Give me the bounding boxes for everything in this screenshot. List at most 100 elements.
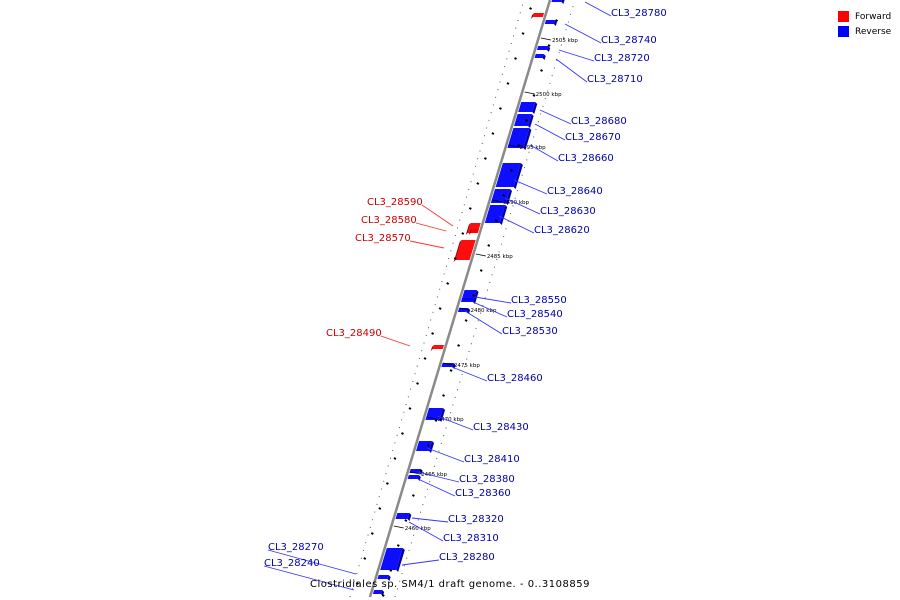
minor-tick [540,69,543,72]
gene-label-cl3_28580[interactable]: CL3_28580 [361,215,417,226]
gene-label-cl3_28270[interactable]: CL3_28270 [268,542,324,553]
minor-tick [393,457,397,460]
gene-label-cl3_28530[interactable]: CL3_28530 [502,326,558,337]
gene-leader-line [474,296,512,304]
gene-feature-cl3_28280[interactable] [380,548,403,570]
gene-label-cl3_28320[interactable]: CL3_28320 [448,514,504,525]
gene-leader-line [401,559,440,566]
gene-feature-cl3_28320[interactable] [395,513,410,519]
gene-feature-cl3_28660[interactable] [507,128,530,148]
gene-label-cl3_28240[interactable]: CL3_28240 [264,558,320,569]
gene-label-cl3_28550[interactable]: CL3_28550 [511,295,567,306]
genome-caption: Clostridiales sp. SM4/1 draft genome. - … [310,579,590,590]
minor-tick [472,294,476,297]
minor-tick [494,219,498,222]
minor-tick [416,382,419,385]
scale-tick-line [426,416,437,420]
minor-tick [404,519,408,522]
gene-feature-cl3_28240[interactable] [372,590,383,594]
gene-leader-line [558,49,595,62]
minor-tick [427,444,430,447]
gene-feature-shade [561,0,565,4]
gene-feature-cl3_28550[interactable] [461,290,477,300]
scale-tick-label: 2495 kbp [520,145,546,151]
minor-tick [442,394,445,397]
gene-feature-cl3_28780[interactable] [551,0,562,2]
gene-label-cl3_28310[interactable]: CL3_28310 [443,533,499,544]
gene-feature-cl3_28570[interactable] [455,240,476,260]
minor-tick [464,319,468,322]
gene-label-cl3_28740[interactable]: CL3_28740 [601,35,657,46]
minor-tick [479,269,483,272]
scale-tick-label: 2500 kbp [536,92,562,98]
gene-label-cl3_28460[interactable]: CL3_28460 [487,373,543,384]
gene-feature-cl3_28580[interactable] [470,229,479,233]
gene-label-cl3_28680[interactable]: CL3_28680 [571,116,627,127]
minor-tick [457,344,461,347]
gene-label-cl3_28620[interactable]: CL3_28620 [534,225,590,236]
gene-label-cl3_28780[interactable]: CL3_28780 [611,8,667,19]
gene-feature-cl3_28740[interactable] [544,20,555,24]
gene-label-cl3_28280[interactable]: CL3_28280 [439,552,495,563]
minor-tick [381,594,385,597]
gene-feature-cl3_28270[interactable] [377,575,389,579]
gene-label-cl3_28570[interactable]: CL3_28570 [355,233,411,244]
legend-reverse-label: Reverse [855,26,892,37]
gene-feature-cl3_28380[interactable] [409,469,421,473]
gene-leader-line [263,565,355,591]
gene-feature-cl3_28540[interactable] [460,298,475,302]
legend-forward: Forward [838,9,900,24]
gene-leader-line [436,415,474,431]
minor-tick [483,157,487,160]
minor-tick [408,407,412,410]
gene-feature-cl3_28720[interactable] [536,46,549,50]
gene-label-cl3_28660[interactable]: CL3_28660 [558,153,614,164]
gene-label-cl3_28410[interactable]: CL3_28410 [464,454,520,465]
gene-leader-line [421,204,454,227]
gene-leader-line [555,58,588,83]
gene-leader-line [409,240,445,249]
gene-label-cl3_28710[interactable]: CL3_28710 [587,74,643,85]
gene-label-cl3_28630[interactable]: CL3_28630 [540,206,596,217]
gene-label-cl3_28490[interactable]: CL3_28490 [326,328,382,339]
gene-feature-shade [546,46,551,52]
gene-feature-cl3_28710[interactable] [534,54,544,58]
gene-feature-cl3_28640[interactable] [495,163,521,187]
gene-leader-line [564,23,602,44]
minor-tick [396,544,400,547]
gene-label-cl3_28360[interactable]: CL3_28360 [455,488,511,499]
gene-label-cl3_28430[interactable]: CL3_28430 [473,422,529,433]
gene-label-cl3_28670[interactable]: CL3_28670 [565,132,621,143]
gene-label-cl3_28640[interactable]: CL3_28640 [547,186,603,197]
gene-label-cl3_28590[interactable]: CL3_28590 [367,197,423,208]
scale-tick-line [475,253,486,257]
scale-tick-label: 2485 kbp [487,254,513,260]
minor-tick [476,182,480,185]
minor-tick [555,19,559,22]
gene-feature-cl3_28460[interactable] [441,363,454,367]
scale-tick-line [459,307,470,311]
gene-label-cl3_28540[interactable]: CL3_28540 [507,309,563,320]
gene-feature-cl3_28620[interactable] [484,205,506,223]
minor-tick [378,507,382,510]
scale-tick-label: 2505 kbp [552,38,578,44]
gene-feature-cl3_28360[interactable] [407,475,419,479]
scale-tick-line [540,37,552,41]
gene-leader-line [584,1,612,17]
gene-feature-cl3_28490[interactable] [432,345,444,349]
gene-feature-unlabelled-red-top[interactable] [532,13,545,17]
gene-leader-line [417,478,456,497]
gene-label-cl3_28380[interactable]: CL3_28380 [459,474,515,485]
gene-feature-shade [429,441,435,453]
gene-feature-shade [430,345,434,351]
minor-tick [461,232,465,235]
gene-label-cl3_28720[interactable]: CL3_28720 [594,53,650,64]
gene-feature-cl3_28680[interactable] [518,102,536,112]
scale-tick-label: 2460 kbp [405,526,431,532]
gene-feature-cl3_28630[interactable] [490,189,511,203]
gene-leader-line [472,301,508,318]
gene-leader-line [411,517,449,523]
minor-tick [401,432,404,435]
gene-leader-line [498,215,535,234]
gene-feature-cl3_28670[interactable] [514,114,532,126]
